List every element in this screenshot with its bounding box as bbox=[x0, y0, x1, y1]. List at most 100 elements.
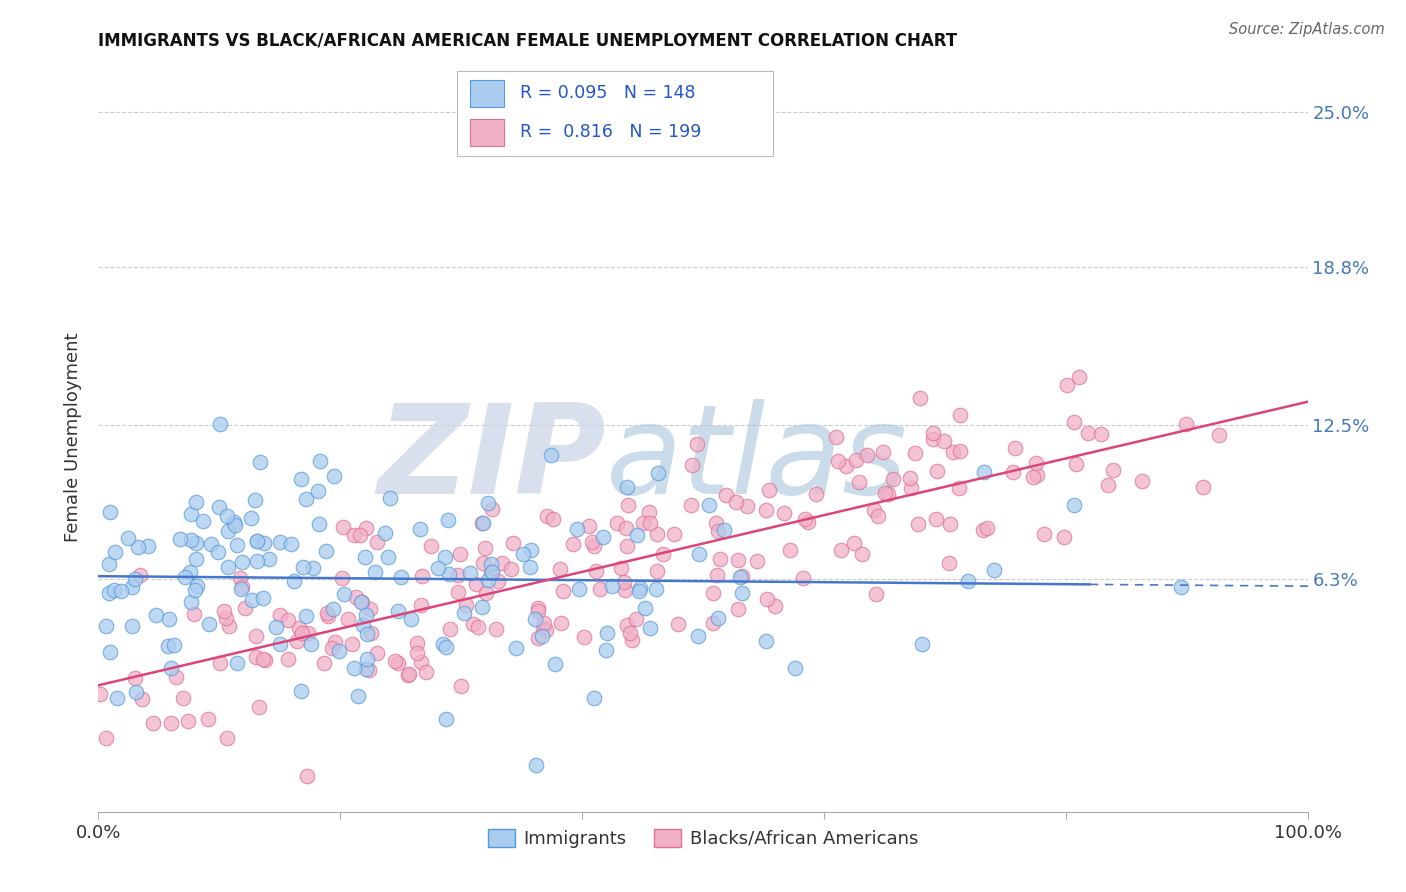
Point bbox=[972, 523, 994, 537]
Point bbox=[316, 608, 339, 623]
Point bbox=[474, 586, 496, 600]
Point bbox=[541, 512, 564, 526]
Point bbox=[704, 516, 727, 531]
Point bbox=[172, 690, 194, 705]
Point bbox=[174, 569, 197, 583]
Point bbox=[592, 530, 614, 544]
Point bbox=[536, 509, 558, 524]
Point bbox=[360, 625, 382, 640]
Point bbox=[245, 629, 267, 643]
Point bbox=[398, 666, 420, 681]
Point bbox=[212, 604, 235, 618]
Point bbox=[610, 561, 633, 575]
Point bbox=[353, 549, 375, 564]
Point bbox=[356, 652, 378, 666]
Point bbox=[845, 452, 868, 467]
Point bbox=[973, 466, 995, 480]
Point bbox=[246, 554, 269, 568]
Point bbox=[631, 516, 654, 530]
Point bbox=[229, 571, 252, 585]
Point bbox=[269, 607, 291, 622]
Point bbox=[725, 494, 748, 508]
Text: R = 0.095   N = 148: R = 0.095 N = 148 bbox=[520, 85, 696, 103]
Point bbox=[396, 668, 419, 682]
Point bbox=[745, 554, 768, 568]
Point bbox=[98, 505, 121, 519]
Point bbox=[252, 536, 274, 550]
Point bbox=[374, 525, 396, 540]
Point bbox=[336, 612, 359, 626]
Point bbox=[614, 521, 637, 535]
Point bbox=[1170, 581, 1192, 595]
Point bbox=[177, 714, 200, 729]
Point bbox=[464, 577, 486, 591]
Point bbox=[520, 542, 543, 557]
Point bbox=[180, 595, 202, 609]
Point bbox=[239, 511, 262, 525]
Point bbox=[617, 498, 640, 512]
Point bbox=[527, 600, 550, 615]
Point bbox=[596, 625, 619, 640]
Point bbox=[706, 568, 728, 582]
Point bbox=[730, 570, 752, 584]
Point bbox=[434, 640, 457, 655]
Legend: Immigrants, Blacks/African Americans: Immigrants, Blacks/African Americans bbox=[481, 822, 925, 855]
Point bbox=[702, 616, 724, 631]
Point bbox=[1130, 475, 1153, 489]
Point bbox=[825, 430, 848, 444]
Point bbox=[307, 483, 329, 498]
Point bbox=[183, 607, 205, 621]
Point bbox=[450, 679, 472, 693]
Point bbox=[295, 491, 318, 506]
Point bbox=[290, 472, 312, 486]
Point bbox=[527, 631, 550, 645]
Point bbox=[453, 606, 475, 620]
Point bbox=[471, 516, 494, 530]
Point bbox=[524, 757, 547, 772]
Point bbox=[486, 574, 509, 589]
Point bbox=[904, 446, 927, 460]
Point bbox=[1064, 457, 1087, 471]
Point bbox=[793, 511, 815, 525]
Point bbox=[432, 637, 454, 651]
Point bbox=[323, 635, 346, 649]
Point bbox=[585, 564, 607, 578]
Point bbox=[283, 574, 305, 588]
Point bbox=[713, 523, 735, 537]
Point bbox=[446, 585, 468, 599]
Point bbox=[179, 565, 201, 579]
Point bbox=[246, 534, 269, 549]
Point bbox=[359, 663, 381, 677]
Point bbox=[527, 604, 550, 618]
Point bbox=[634, 600, 657, 615]
Point bbox=[505, 640, 527, 655]
Point bbox=[922, 432, 945, 446]
Point bbox=[142, 715, 165, 730]
Point bbox=[387, 657, 409, 671]
Point bbox=[180, 533, 202, 547]
Y-axis label: Female Unemployment: Female Unemployment bbox=[65, 333, 83, 541]
Point bbox=[229, 582, 252, 596]
Point bbox=[882, 472, 904, 486]
Point bbox=[409, 599, 432, 613]
Point bbox=[806, 487, 828, 501]
Point bbox=[863, 503, 886, 517]
Text: ZIP: ZIP bbox=[378, 399, 606, 520]
Point bbox=[1175, 417, 1198, 432]
Point bbox=[686, 437, 709, 451]
Point bbox=[208, 417, 231, 431]
Point bbox=[835, 458, 858, 473]
Point bbox=[855, 448, 877, 462]
Point bbox=[616, 480, 638, 494]
Point bbox=[224, 517, 246, 532]
Bar bbox=[470, 80, 505, 107]
Point bbox=[299, 637, 322, 651]
Point bbox=[1090, 426, 1112, 441]
Point bbox=[1025, 456, 1047, 470]
Point bbox=[186, 578, 208, 592]
Point bbox=[851, 548, 873, 562]
Point bbox=[755, 503, 778, 517]
Point bbox=[477, 573, 499, 587]
Point bbox=[730, 568, 752, 582]
Point bbox=[342, 660, 364, 674]
